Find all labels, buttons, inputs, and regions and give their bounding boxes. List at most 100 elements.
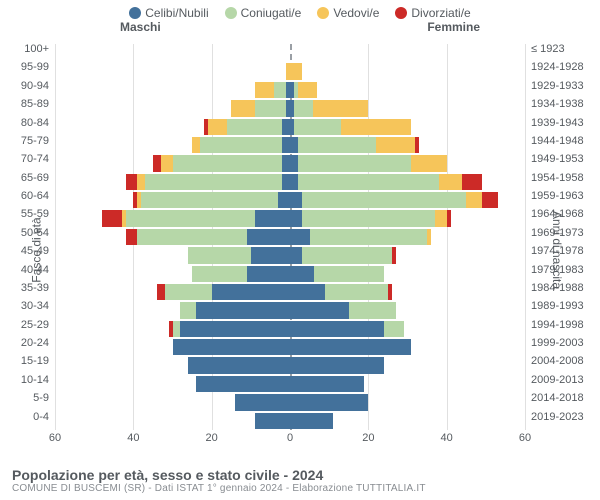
age-row: 90-941929-1933 — [55, 81, 525, 99]
age-row: 10-142009-2013 — [55, 375, 525, 393]
male-bar — [55, 210, 290, 226]
segment-celibi — [282, 174, 290, 190]
segment-divorziati — [447, 210, 451, 226]
female-bar — [290, 247, 525, 263]
footer: Popolazione per età, sesso e stato civil… — [12, 467, 588, 494]
segment-celibi — [173, 339, 291, 355]
male-bar — [55, 174, 290, 190]
segment-divorziati — [415, 137, 419, 153]
segment-divorziati — [157, 284, 165, 300]
birth-label: 1979-1983 — [525, 265, 584, 276]
segment-celibi — [188, 357, 290, 373]
age-label: 20-24 — [21, 338, 55, 349]
segment-coniugati — [173, 155, 283, 171]
age-row: 35-391984-1988 — [55, 283, 525, 301]
segment-coniugati — [255, 100, 286, 116]
segment-celibi — [290, 394, 368, 410]
age-row: 45-491974-1978 — [55, 246, 525, 264]
male-bar — [55, 302, 290, 318]
age-label: 45-49 — [21, 246, 55, 257]
segment-celibi — [290, 376, 364, 392]
segment-vedovi — [466, 192, 482, 208]
male-bar — [55, 63, 290, 79]
birth-label: 1924-1928 — [525, 62, 584, 73]
age-row: 80-841939-1943 — [55, 118, 525, 136]
male-bar — [55, 339, 290, 355]
segment-vedovi — [439, 174, 463, 190]
age-row: 50-541969-1973 — [55, 228, 525, 246]
age-label: 60-64 — [21, 191, 55, 202]
segment-divorziati — [388, 284, 392, 300]
male-bar — [55, 376, 290, 392]
segment-vedovi — [298, 82, 318, 98]
segment-coniugati — [298, 174, 439, 190]
age-row: 85-891934-1938 — [55, 99, 525, 117]
segment-coniugati — [298, 137, 376, 153]
age-row: 0-42019-2023 — [55, 412, 525, 430]
birth-label: 1949-1953 — [525, 154, 584, 165]
segment-vedovi — [290, 63, 302, 79]
female-bar — [290, 266, 525, 282]
segment-coniugati — [188, 247, 251, 263]
male-bar — [55, 394, 290, 410]
segment-celibi — [290, 229, 310, 245]
segment-coniugati — [180, 302, 196, 318]
segment-celibi — [290, 357, 384, 373]
age-label: 0-4 — [33, 412, 55, 423]
segment-celibi — [290, 413, 333, 429]
segment-celibi — [290, 247, 302, 263]
legend: Celibi/NubiliConiugati/eVedovi/eDivorzia… — [0, 0, 600, 20]
age-label: 40-44 — [21, 265, 55, 276]
age-row: 65-691954-1958 — [55, 173, 525, 191]
age-label: 5-9 — [33, 393, 55, 404]
female-bar — [290, 376, 525, 392]
segment-celibi — [235, 394, 290, 410]
segment-celibi — [196, 302, 290, 318]
segment-coniugati — [274, 82, 286, 98]
x-axis: 6040200204060 — [55, 432, 525, 446]
age-label: 75-79 — [21, 136, 55, 147]
age-label: 10-14 — [21, 375, 55, 386]
legend-item: Vedovi/e — [317, 6, 379, 20]
male-title: Maschi — [120, 20, 161, 34]
birth-label: 2014-2018 — [525, 393, 584, 404]
segment-vedovi — [231, 100, 255, 116]
segment-divorziati — [153, 155, 161, 171]
female-bar — [290, 119, 525, 135]
birth-label: 1939-1943 — [525, 118, 584, 129]
male-bar — [55, 45, 290, 61]
segment-celibi — [255, 210, 290, 226]
female-bar — [290, 339, 525, 355]
female-bar — [290, 357, 525, 373]
legend-swatch — [395, 7, 407, 19]
age-row: 20-241999-2003 — [55, 338, 525, 356]
x-tick: 60 — [519, 432, 531, 444]
birth-label: 1974-1978 — [525, 246, 584, 257]
male-bar — [55, 155, 290, 171]
female-bar — [290, 174, 525, 190]
segment-coniugati — [310, 229, 428, 245]
legend-item: Celibi/Nubili — [129, 6, 208, 20]
birth-label: 1989-1993 — [525, 301, 584, 312]
legend-label: Celibi/Nubili — [145, 6, 208, 20]
birth-label: 1934-1938 — [525, 99, 584, 110]
female-bar — [290, 229, 525, 245]
segment-celibi — [247, 266, 290, 282]
segment-celibi — [290, 266, 314, 282]
male-bar — [55, 100, 290, 116]
x-tick: 20 — [362, 432, 374, 444]
age-row: 60-641959-1963 — [55, 191, 525, 209]
segment-coniugati — [137, 229, 247, 245]
age-row: 55-591964-1968 — [55, 209, 525, 227]
age-label: 50-54 — [21, 228, 55, 239]
female-bar — [290, 63, 525, 79]
segment-coniugati — [302, 192, 467, 208]
segment-celibi — [196, 376, 290, 392]
male-bar — [55, 284, 290, 300]
age-row: 40-441979-1983 — [55, 265, 525, 283]
segment-coniugati — [302, 210, 435, 226]
segment-coniugati — [145, 174, 282, 190]
segment-celibi — [212, 284, 290, 300]
birth-label: 2009-2013 — [525, 375, 584, 386]
segment-coniugati — [302, 247, 392, 263]
